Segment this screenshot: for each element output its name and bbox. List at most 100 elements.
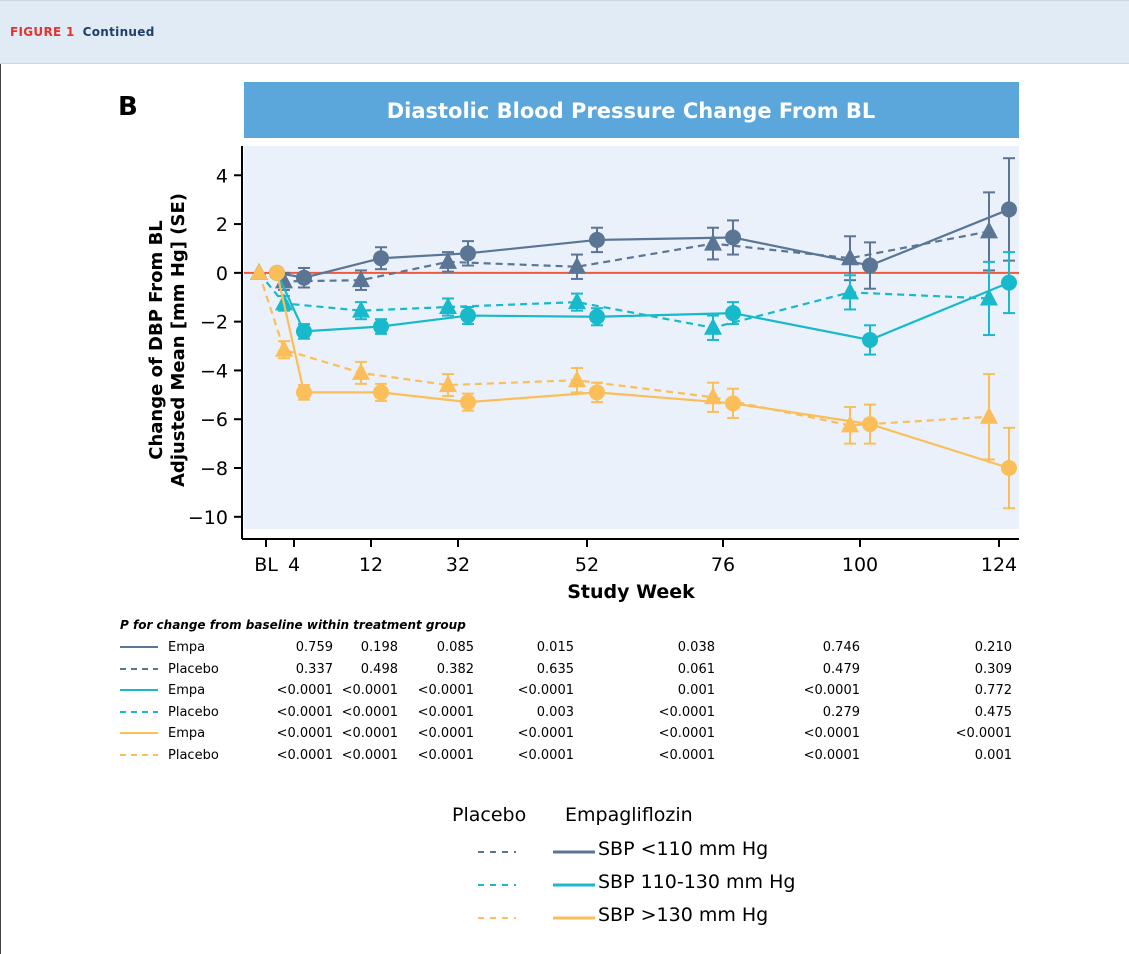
series-line — [275, 272, 1010, 470]
p-value-cell: <0.0001 — [658, 704, 715, 720]
x-tick-label: BL — [254, 554, 278, 576]
p-value-cell: <0.0001 — [517, 747, 574, 763]
y-tick-label: −6 — [200, 409, 228, 431]
data-point-triangle — [352, 362, 370, 380]
p-value-cell: 0.337 — [295, 661, 333, 677]
p-value-cell: 0.475 — [974, 704, 1012, 720]
p-value-cell: <0.0001 — [417, 726, 474, 741]
legend-row: SBP <110 mm Hg — [440, 836, 890, 866]
p-value-cell: 0.198 — [360, 640, 398, 655]
p-table-row: Empa <0.0001 <0.0001 <0.0001 <0.0001 0.001 <0.… — [120, 681, 1030, 703]
data-point-circle — [460, 245, 476, 262]
legend-placebo-swatch — [478, 884, 516, 886]
data-point-circle — [460, 307, 476, 324]
data-point-circle — [296, 384, 312, 401]
data-point-triangle — [841, 248, 859, 266]
data-point-circle — [460, 394, 476, 411]
p-value-cell: <0.0001 — [417, 704, 474, 720]
p-table-row: Placebo 0.337 0.498 0.382 0.635 0.061 0.479 0.3… — [120, 660, 1030, 682]
series-empa-2 — [269, 251, 1017, 356]
figure-header-bar: FIGURE 1 Continued — [0, 0, 1129, 64]
data-point-circle — [589, 308, 605, 325]
legend-placebo-swatch — [478, 851, 516, 853]
data-point-circle — [589, 231, 605, 248]
p-value-cell: <0.0001 — [417, 747, 474, 763]
p-value-cell: <0.0001 — [803, 726, 860, 741]
p-row-name: Empa — [168, 640, 206, 655]
legend-row: SBP >130 mm Hg — [440, 902, 890, 932]
p-value-cell: 0.746 — [822, 640, 860, 655]
p-table-title: P for change from baseline within treatm… — [120, 618, 466, 632]
p-table-row: Empa 0.759 0.198 0.085 0.015 0.038 0.746 0.210 — [120, 638, 1030, 660]
legend-placebo-header: Placebo — [452, 804, 527, 826]
p-table-rows: Empa 0.759 0.198 0.085 0.015 0.038 0.746 0.210 P… — [120, 638, 1030, 767]
data-point-circle — [269, 264, 285, 281]
p-value-cell: <0.0001 — [803, 747, 860, 763]
p-value-cell: 0.038 — [677, 640, 715, 655]
p-value-cell: <0.0001 — [276, 726, 333, 741]
p-value-cell: <0.0001 — [341, 747, 398, 763]
p-value-cell: 0.085 — [436, 640, 474, 655]
data-point-triangle — [980, 221, 998, 239]
frame-left-border — [0, 64, 1, 954]
legend-row: SBP 110-130 mm Hg — [440, 869, 890, 899]
y-axis-label-line2: Adjusted Mean [mm Hg] (SE) — [168, 193, 189, 487]
y-tick-label: 2 — [216, 214, 228, 236]
data-point-triangle — [352, 270, 370, 288]
p-row-name: Placebo — [168, 661, 219, 677]
legend-label: SBP >130 mm Hg — [598, 904, 769, 926]
p-value-cell: <0.0001 — [341, 704, 398, 720]
p-value-table: P for change from baseline within treatm… — [120, 618, 1030, 767]
x-tick-label: 4 — [288, 554, 300, 576]
x-axis-label: Study Week — [567, 581, 695, 603]
x-tick-label: 124 — [981, 554, 1017, 576]
data-point-circle — [1001, 201, 1017, 218]
p-value-cell: 0.061 — [677, 661, 715, 677]
p-row-name: Placebo — [168, 704, 219, 720]
p-row-line-swatch — [120, 667, 158, 670]
data-point-circle — [862, 257, 878, 274]
p-value-cell: <0.0001 — [803, 683, 860, 698]
data-point-triangle — [704, 387, 722, 405]
p-table-row: Placebo <0.0001 <0.0001 <0.0001 0.003 <0.0001… — [120, 703, 1030, 725]
p-value-cell: <0.0001 — [517, 726, 574, 741]
p-value-cell: 0.635 — [536, 661, 574, 677]
x-tick-label: 32 — [446, 554, 470, 576]
chart-svg: B Diastolic Blood Pressure Change From B… — [118, 82, 1019, 603]
p-value-cell: <0.0001 — [517, 683, 574, 698]
data-point-triangle — [568, 292, 586, 310]
data-point-triangle — [980, 406, 998, 424]
panel-letter: B — [118, 92, 138, 122]
p-value-cell: 0.015 — [536, 640, 574, 655]
series-line — [258, 230, 990, 283]
p-row-name: Empa — [168, 726, 206, 741]
p-value-cell: 0.210 — [974, 640, 1012, 655]
series-placebo-1 — [250, 191, 998, 291]
p-row-line-swatch — [120, 753, 158, 756]
p-table-row: Empa <0.0001 <0.0001 <0.0001 <0.0001 <0.0001 <… — [120, 724, 1030, 746]
p-value-cell: 0.279 — [822, 704, 860, 720]
data-point-triangle — [841, 415, 859, 433]
p-value-cell: <0.0001 — [341, 683, 398, 698]
p-value-cell: 0.382 — [436, 661, 474, 677]
figure-number: FIGURE 1 — [10, 25, 75, 39]
p-value-cell: <0.0001 — [658, 747, 715, 763]
p-value-cell: 0.001 — [677, 683, 715, 698]
p-row-line-swatch — [120, 732, 158, 734]
p-value-cell: <0.0001 — [955, 726, 1012, 741]
data-point-circle — [725, 395, 741, 412]
title-band — [244, 82, 1019, 138]
p-value-cell: <0.0001 — [658, 726, 715, 741]
data-point-circle — [296, 269, 312, 286]
legend: Placebo Empagliflozin SBP <110 mm Hg SBP … — [440, 800, 890, 950]
data-point-triangle — [250, 262, 268, 280]
series-group — [250, 157, 1017, 510]
p-row-name: Empa — [168, 683, 206, 698]
p-value-cell: <0.0001 — [341, 726, 398, 741]
p-value-cell: <0.0001 — [417, 683, 474, 698]
p-table-row: Placebo <0.0001 <0.0001 <0.0001 <0.0001 <0.00… — [120, 746, 1030, 768]
data-point-triangle — [439, 375, 457, 393]
data-point-circle — [1001, 460, 1017, 477]
data-point-triangle — [568, 370, 586, 388]
